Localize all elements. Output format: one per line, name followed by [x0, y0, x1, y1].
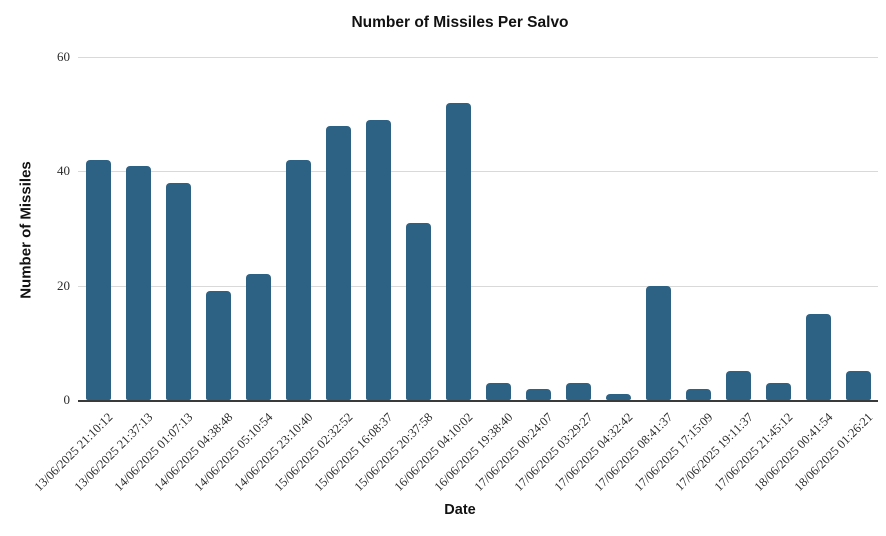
plot-area: 0 20 40 60 13/06/2025 21:10:12 13/06/2025 21:… [32, 49, 878, 494]
bar [245, 274, 271, 400]
bar [365, 119, 391, 400]
gridline [78, 171, 878, 173]
bar [725, 371, 751, 400]
bar [125, 165, 151, 400]
y-tick-label: 60 [57, 49, 70, 64]
gridline [78, 57, 878, 58]
y-tick-label: 20 [57, 277, 70, 293]
x-axis-title: Date [444, 502, 476, 518]
bar [845, 371, 871, 400]
bar [285, 159, 311, 400]
bar [205, 291, 231, 400]
y-tick-label: 0 [63, 392, 71, 407]
gridline [78, 285, 878, 287]
bar [565, 382, 591, 400]
bar [525, 388, 551, 400]
bar [605, 394, 631, 400]
chart-title: Number of Missiles Per Salvo [351, 14, 569, 31]
bar [445, 102, 471, 400]
y-tick-label: 40 [57, 163, 70, 179]
y-axis-title: Number of Missiles [17, 161, 35, 299]
bar [165, 182, 191, 400]
bar [645, 285, 671, 400]
x-tick-label: 18/06/2025 01:26:21 [792, 410, 876, 494]
bar [765, 382, 791, 400]
bar [805, 314, 831, 400]
bar [85, 159, 111, 400]
bar [405, 222, 431, 400]
bar [325, 125, 351, 400]
bar [685, 388, 711, 400]
bar [485, 382, 511, 400]
